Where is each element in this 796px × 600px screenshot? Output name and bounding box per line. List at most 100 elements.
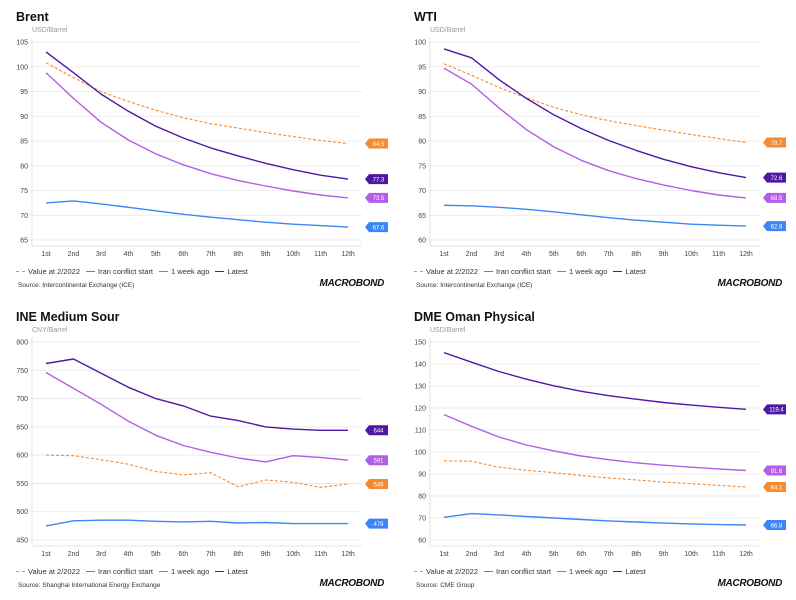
- y-axis-unit: USD/Barrel: [430, 327, 466, 334]
- legend: Value at 2/2022 Iran conflict start 1 week…: [414, 567, 646, 576]
- legend-label: Iran conflict start: [496, 567, 552, 576]
- legend-label: Latest: [227, 567, 248, 576]
- y-tick-label: 60: [418, 538, 426, 545]
- legend-item: 1 week ago: [159, 267, 209, 276]
- legend-label: Iran conflict start: [98, 567, 154, 576]
- x-tick-label: 11th: [314, 551, 327, 558]
- series-line-latest: [45, 358, 348, 432]
- legend-label: Value at 2/2022: [28, 267, 80, 276]
- series-line-value_2022: [45, 454, 349, 488]
- y-tick-label: 90: [418, 472, 426, 479]
- series-line-latest: [443, 48, 747, 179]
- legend-item: Latest: [215, 267, 248, 276]
- legend-item: Value at 2/2022: [16, 267, 80, 276]
- x-tick-label: 11th: [712, 251, 725, 258]
- end-label-text: 73.5: [373, 196, 385, 202]
- end-label-value_2022: 84.1: [763, 481, 786, 492]
- legend-item: Iran conflict start: [86, 567, 153, 576]
- series-line-latest: [45, 51, 349, 180]
- end-label-iran: 66.8: [763, 520, 786, 531]
- chart-title: WTI: [414, 10, 437, 24]
- legend-label: 1 week ago: [569, 267, 608, 276]
- end-label-text: 67.6: [373, 225, 385, 231]
- x-tick-label: 7th: [206, 251, 216, 258]
- x-tick-label: 9th: [261, 251, 271, 258]
- x-tick-label: 2nd: [466, 251, 478, 258]
- end-label-week_ago: 73.5: [365, 192, 388, 203]
- x-tick-label: 12th: [341, 551, 355, 558]
- legend-swatch: [484, 571, 493, 572]
- y-tick-label: 85: [418, 114, 426, 121]
- x-tick-label: 1st: [41, 551, 50, 558]
- y-tick-label: 130: [414, 384, 426, 391]
- x-tick-label: 7th: [206, 551, 216, 558]
- series-line-value_2022: [443, 460, 747, 488]
- y-tick-label: 60: [418, 238, 426, 245]
- x-tick-label: 7th: [604, 251, 614, 258]
- legend-swatch: [86, 571, 95, 572]
- y-tick-label: 150: [414, 340, 426, 347]
- y-tick-label: 80: [20, 163, 28, 170]
- x-tick-label: 1st: [41, 251, 50, 258]
- legend-swatch: [215, 271, 225, 272]
- x-tick-label: 5th: [549, 551, 559, 558]
- chart-panel: 60 70 80 90 100 110 120 130 140 150 1st 2nd 3rd 4th 5t…: [398, 300, 796, 600]
- legend-swatch: [414, 271, 423, 272]
- x-tick-label: 5th: [151, 251, 161, 258]
- series-line-iran: [443, 204, 747, 227]
- legend-label: 1 week ago: [569, 567, 608, 576]
- x-tick-label: 7th: [604, 551, 614, 558]
- legend-item: 1 week ago: [159, 567, 209, 576]
- end-label-text: 479: [373, 522, 384, 528]
- legend-item: Value at 2/2022: [16, 567, 80, 576]
- end-label-week_ago: 91.6: [763, 465, 786, 476]
- x-tick-label: 11th: [712, 551, 725, 558]
- series-line-latest: [443, 351, 747, 410]
- legend-swatch: [613, 271, 623, 272]
- y-tick-label: 100: [414, 450, 426, 457]
- y-tick-label: 120: [414, 406, 426, 413]
- line-chart: 60 70 80 90 100 110 120 130 140 150 1st 2nd 3rd 4th 5t…: [414, 338, 786, 558]
- x-tick-label: 8th: [631, 251, 641, 258]
- legend-swatch: [86, 271, 95, 272]
- end-label-text: 84.1: [771, 485, 783, 491]
- end-label-week_ago: 68.5: [763, 192, 786, 203]
- legend-swatch: [16, 271, 25, 272]
- y-tick-label: 65: [20, 238, 28, 245]
- chart-title: Brent: [16, 10, 49, 24]
- y-axis-unit: CNY/Barrel: [32, 327, 68, 334]
- macrobond-logo: MACROBOND: [319, 578, 384, 589]
- legend-label: Value at 2/2022: [426, 267, 478, 276]
- end-label-iran: 479: [365, 518, 388, 529]
- y-axis-unit: USD/Barrel: [430, 27, 466, 34]
- legend-swatch: [414, 571, 423, 572]
- x-tick-label: 10th: [286, 251, 300, 258]
- y-tick-label: 65: [418, 213, 426, 220]
- series-line-week_ago: [45, 371, 349, 463]
- x-tick-label: 9th: [659, 551, 669, 558]
- x-tick-label: 8th: [233, 551, 243, 558]
- end-label-latest: 72.6: [763, 172, 786, 183]
- legend: Value at 2/2022 Iran conflict start 1 week…: [414, 267, 646, 276]
- series-line-iran: [45, 200, 349, 228]
- legend-label: Latest: [625, 267, 646, 276]
- source-note: Source: CME Group: [416, 582, 475, 589]
- legend-label: Iran conflict start: [98, 267, 154, 276]
- x-tick-label: 9th: [261, 551, 271, 558]
- macrobond-logo: MACROBOND: [319, 278, 384, 289]
- source-note: Source: Shanghai International Energy Ex…: [18, 582, 161, 589]
- end-label-value_2022: 84.5: [365, 138, 388, 149]
- legend-swatch: [613, 571, 623, 572]
- x-tick-label: 12th: [739, 251, 753, 258]
- y-tick-label: 550: [16, 481, 28, 488]
- line-chart: 65 70 75 80 85 90 95 100 105 1st 2nd 3rd 4th 5th 6th 7t…: [16, 38, 388, 258]
- legend-swatch: [215, 571, 225, 572]
- end-label-text: 84.5: [373, 142, 385, 148]
- chart-title: DME Oman Physical: [414, 310, 535, 324]
- legend-label: Value at 2/2022: [28, 567, 80, 576]
- x-tick-label: 3rd: [494, 251, 504, 258]
- end-label-iran: 67.6: [365, 222, 388, 233]
- x-tick-label: 1st: [439, 551, 448, 558]
- legend-item: 1 week ago: [557, 267, 607, 276]
- x-tick-label: 4th: [521, 251, 531, 258]
